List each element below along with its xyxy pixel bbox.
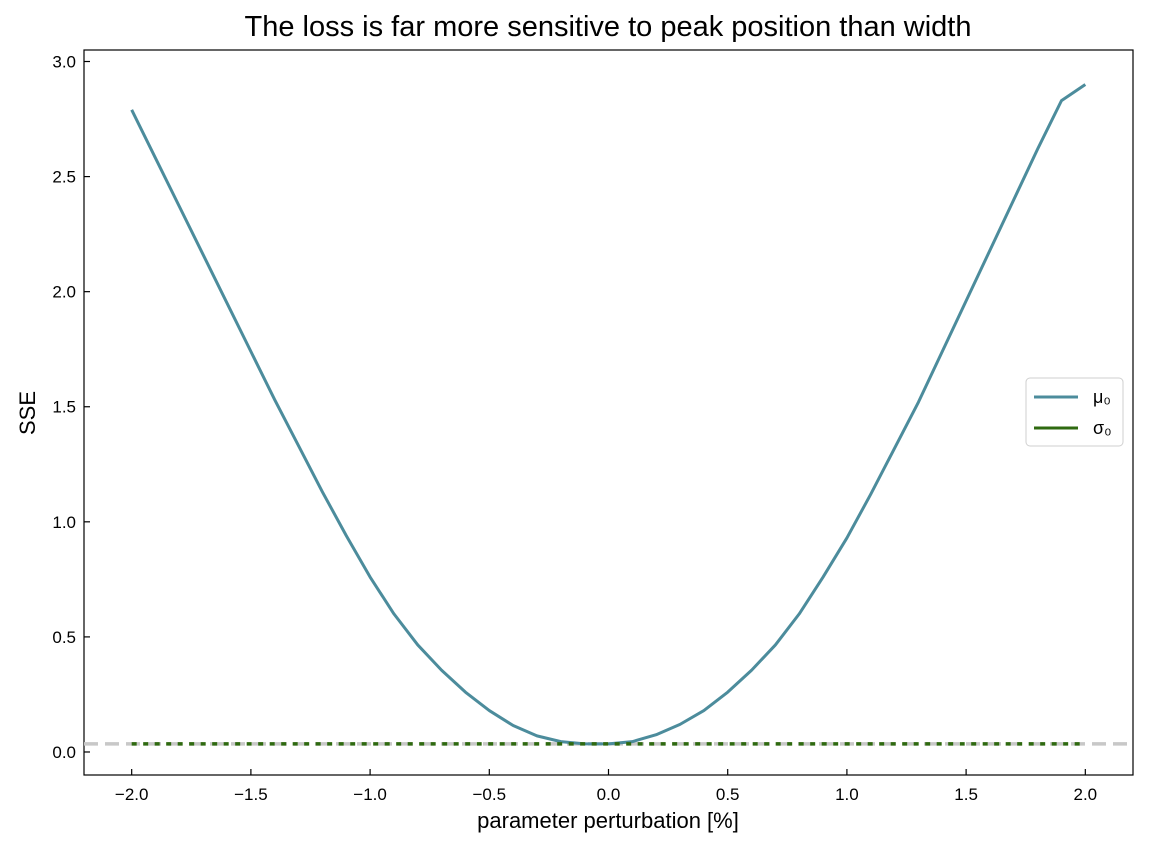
x-tick-label: −1.5 — [234, 785, 268, 804]
y-tick-label: 1.5 — [52, 398, 76, 417]
legend-label-mu: μ₀ — [1093, 387, 1111, 407]
chart-title: The loss is far more sensitive to peak p… — [245, 11, 972, 43]
y-tick-label: 2.5 — [52, 168, 76, 187]
series-line-0 — [130, 83, 1087, 746]
y-tick-label: 3.0 — [52, 53, 76, 72]
legend-label-sigma: σ₀ — [1093, 418, 1112, 438]
plot-area: −2.0 −1.5 −1.0 −0.5 0.0 0.5 1.0 1.5 2.0 0.0 0.5 1.… — [52, 49, 1134, 804]
y-tick-label: 1.0 — [52, 513, 76, 532]
x-tick-label: 1.0 — [835, 785, 859, 804]
x-tick-label: −1.0 — [353, 785, 387, 804]
x-tick-label: −0.5 — [473, 785, 507, 804]
y-axis-ticks: 0.0 0.5 1.0 1.5 2.0 2.5 3.0 — [52, 53, 90, 762]
x-tick-label: 2.0 — [1073, 785, 1097, 804]
y-tick-label: 2.0 — [52, 283, 76, 302]
y-tick-label: 0.5 — [52, 628, 76, 647]
legend: μ₀ σ₀ — [1025, 377, 1124, 447]
x-tick-label: −2.0 — [115, 785, 149, 804]
x-tick-label: 0.0 — [597, 785, 621, 804]
y-tick-label: 0.0 — [52, 743, 76, 762]
x-tick-label: 1.5 — [954, 785, 978, 804]
x-axis-ticks: −2.0 −1.5 −1.0 −0.5 0.0 0.5 1.0 1.5 2.0 — [115, 769, 1097, 804]
series-layer — [130, 83, 1087, 746]
x-axis-label: parameter perturbation [%] — [477, 808, 739, 833]
x-tick-label: 0.5 — [716, 785, 740, 804]
y-axis-label: SSE — [15, 391, 40, 435]
